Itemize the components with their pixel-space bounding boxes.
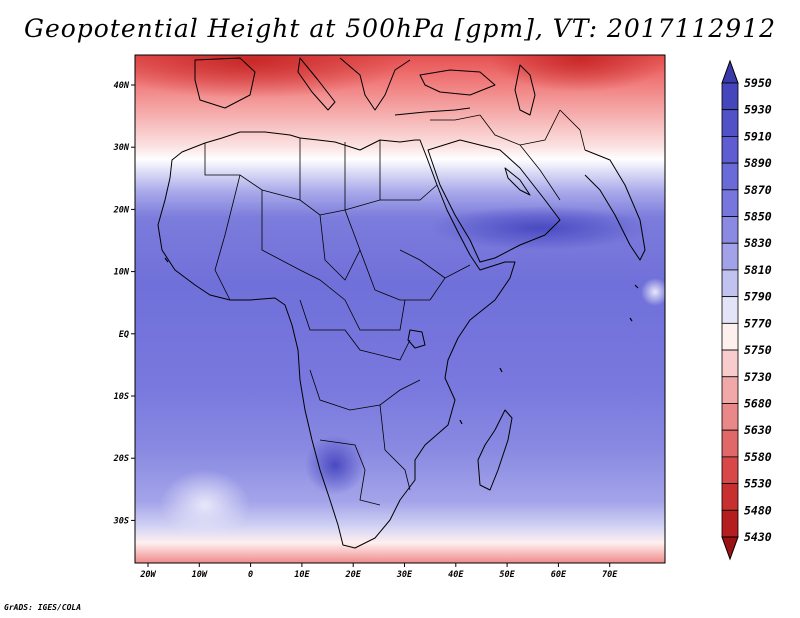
colorbar-label: 5750 xyxy=(744,343,772,357)
lat-label: 40N xyxy=(114,81,130,91)
black-sea xyxy=(419,69,496,96)
colorbar: 5950 5930 5910 5890 5870 5850 5830 5810 5790 5770… xyxy=(721,59,772,561)
lon-label: 40E xyxy=(448,570,464,580)
north-ridge-east xyxy=(490,55,665,92)
colorbar-swatch xyxy=(721,456,739,484)
latitude-axis: 40N 30N 20N 10N EQ 10S 20S 30S xyxy=(113,81,135,526)
lon-label: 60E xyxy=(551,570,567,580)
colorbar-swatch xyxy=(721,136,739,164)
lon-label: 20E xyxy=(345,570,362,580)
colorbar-label: 5890 xyxy=(744,156,772,170)
colorbar-swatch xyxy=(721,429,739,458)
trough-south-atlantic xyxy=(160,470,250,540)
colorbar-label: 5810 xyxy=(744,263,772,277)
colorbar-swatch xyxy=(721,509,739,538)
colorbar-swatch xyxy=(721,82,739,111)
lat-label: 30N xyxy=(113,143,130,153)
colorbar-label: 5430 xyxy=(744,530,772,544)
colorbar-swatch xyxy=(721,483,739,511)
colorbar-label: 5680 xyxy=(744,396,772,410)
colorbar-swatch xyxy=(721,189,739,217)
colorbar-swatch xyxy=(721,242,739,271)
colorbar-swatch xyxy=(721,269,739,298)
north-ridge-west xyxy=(135,55,410,98)
colorbar-label: 5930 xyxy=(744,103,772,117)
colorbar-label: 5770 xyxy=(744,316,772,330)
low-arabian-sea xyxy=(641,278,665,306)
turkey-coast xyxy=(394,107,471,116)
colorbar-swatch xyxy=(721,403,739,431)
colorbar-label: 5830 xyxy=(744,236,772,250)
lon-label: 50E xyxy=(499,570,515,580)
lat-label: 10S xyxy=(114,392,129,402)
colorbar-label: 5870 xyxy=(744,183,772,197)
colorbar-swatch xyxy=(721,216,739,244)
plot-frame xyxy=(134,54,666,564)
colorbar-label: 5530 xyxy=(744,477,772,491)
colorbar-label: 5790 xyxy=(744,290,772,304)
lon-label: 30E xyxy=(396,570,413,580)
colorbar-swatch xyxy=(721,349,739,378)
colorbar-label: 5850 xyxy=(744,210,772,224)
longitude-axis: 20W 10W 0 10E 20E 30E 40E 50E 60E 70E xyxy=(139,563,618,580)
colorbar-label: 5630 xyxy=(744,423,772,437)
africa-coast xyxy=(157,131,516,549)
colorbar-bottom-arrow xyxy=(721,536,739,561)
map-title: Geopotential Height at 500hPa [gpm], VT:… xyxy=(23,14,777,43)
colorbar-label: 5730 xyxy=(744,370,772,384)
lat-label: EQ xyxy=(119,330,129,340)
colorbar-swatch xyxy=(721,162,739,191)
colorbar-label: 5950 xyxy=(744,76,772,90)
colorbar-swatch xyxy=(721,296,739,324)
iberia xyxy=(194,57,256,109)
lon-label: 70E xyxy=(602,570,618,580)
lon-label: 10E xyxy=(294,570,310,580)
colorbar-swatch xyxy=(721,109,739,137)
small-islands xyxy=(164,257,639,425)
lat-label: 10N xyxy=(114,268,130,278)
caspian xyxy=(514,64,536,116)
lon-label: 0 xyxy=(248,570,253,580)
italy xyxy=(297,57,336,111)
colorbar-swatch xyxy=(721,322,739,351)
lake-victoria xyxy=(407,329,426,349)
persian-gulf xyxy=(504,167,531,196)
plot-area xyxy=(135,55,665,563)
high-center-southern-africa xyxy=(305,435,365,495)
lon-label: 10W xyxy=(192,570,208,580)
lat-label: 20N xyxy=(113,205,130,215)
india xyxy=(584,149,646,261)
arabia xyxy=(427,139,561,263)
lat-label: 30S xyxy=(113,516,129,526)
colorbar-label: 5910 xyxy=(744,129,772,143)
grads-credit: GrADS: IGES/COLA xyxy=(4,603,82,612)
country-borders xyxy=(204,109,586,506)
lat-label: 20S xyxy=(113,454,129,464)
balkans-greece xyxy=(339,57,411,111)
high-center-arabia xyxy=(430,206,650,250)
colorbar-label: 5480 xyxy=(744,503,772,517)
colorbar-swatch xyxy=(721,376,739,404)
coastlines xyxy=(157,57,646,549)
madagascar xyxy=(477,409,513,491)
colorbar-top-arrow xyxy=(721,59,739,84)
colorbar-label: 5580 xyxy=(744,450,772,464)
lon-label: 20W xyxy=(139,570,156,580)
